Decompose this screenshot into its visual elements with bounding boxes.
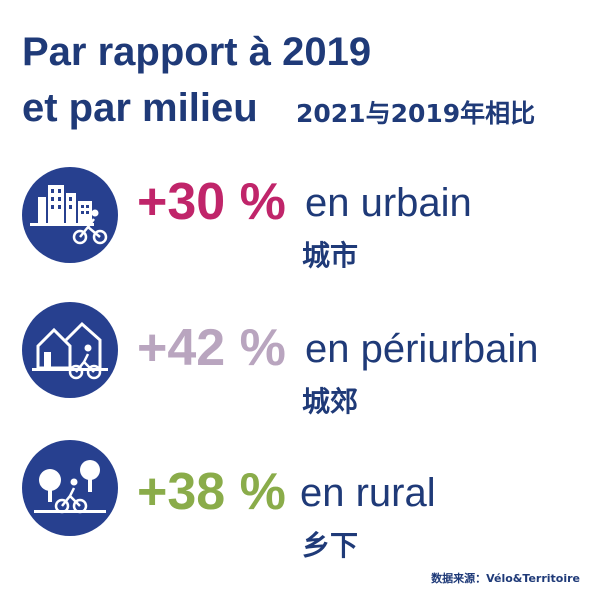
label-urban: en urbain: [305, 181, 472, 225]
percent-periurban: +42 %: [137, 319, 286, 377]
subtitle-chinese: 2021与2019年相比: [296, 99, 536, 128]
source-credit: 数据来源：Vélo&Territoire: [431, 572, 580, 585]
title-line-1: Par rapport à 2019: [22, 30, 372, 74]
urban-cyclist-icon: [22, 167, 118, 263]
row-urban: +30 % en urbain 城市: [0, 160, 600, 290]
rural-cyclist-icon: [22, 440, 118, 536]
periurban-cyclist-icon: [22, 302, 118, 398]
label-rural-cn: 乡下: [302, 529, 359, 562]
percent-rural: +38 %: [137, 463, 286, 521]
label-urban-cn: 城市: [302, 239, 359, 272]
label-rural: en rural: [300, 471, 436, 515]
percent-urban: +30 %: [137, 173, 286, 231]
title-line-2: et par milieu: [22, 86, 258, 130]
label-periurban: en périurbain: [305, 327, 539, 371]
row-rural: +38 % en rural 乡下: [0, 436, 600, 566]
label-periurban-cn: 城郊: [302, 385, 359, 418]
row-periurban: +42 % en périurbain 城郊: [0, 296, 600, 426]
